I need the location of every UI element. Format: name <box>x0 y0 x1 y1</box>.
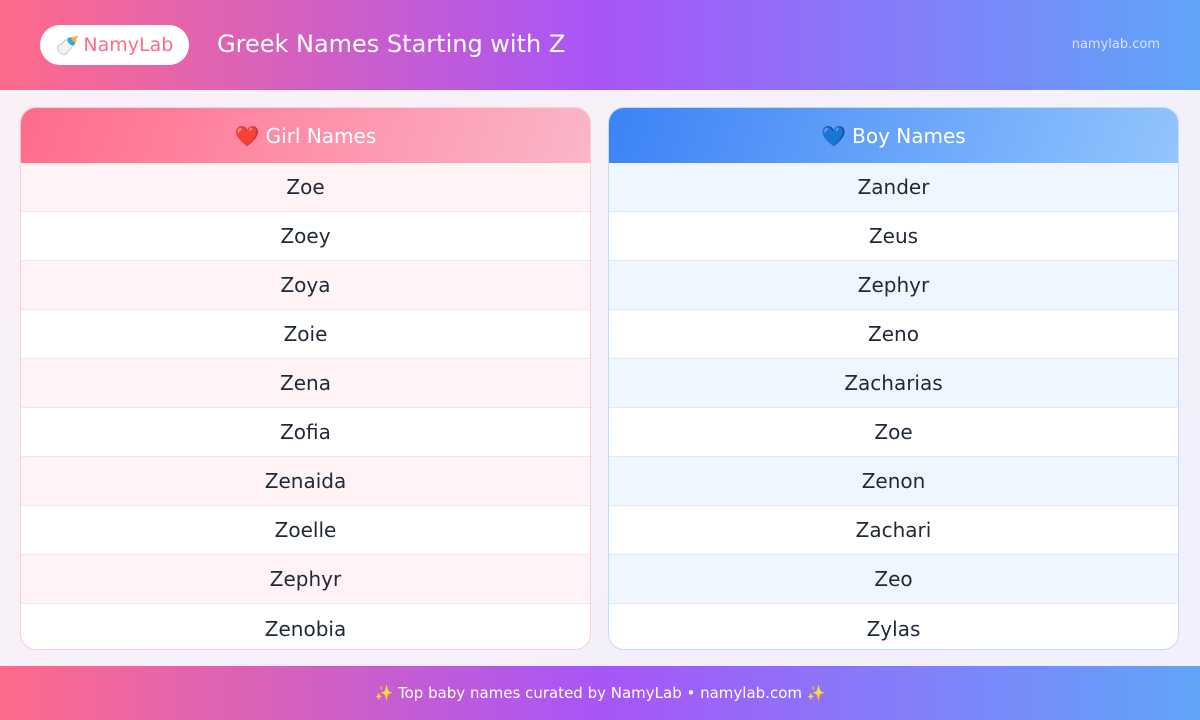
girl-names-header: ❤️ Girl Names <box>21 108 590 163</box>
boy-names-header: 💙 Boy Names <box>609 108 1178 163</box>
name-row: Zenon <box>609 457 1178 506</box>
header: 🍼 NamyLab Greek Names Starting with Z na… <box>0 0 1200 90</box>
page-title: Greek Names Starting with Z <box>217 30 566 58</box>
name-row: Zoey <box>21 212 590 261</box>
name-row: Zoe <box>21 163 590 212</box>
blue-heart-icon: 💙 <box>821 123 847 148</box>
girl-names-title: Girl Names <box>265 123 377 148</box>
name-row: Zephyr <box>609 261 1178 310</box>
name-row: Zoya <box>21 261 590 310</box>
name-row: Zena <box>21 359 590 408</box>
name-row: Zenaida <box>21 457 590 506</box>
name-row: Zenobia <box>264 616 347 641</box>
name-row: Zylas <box>866 616 921 641</box>
name-row: Zeus <box>609 212 1178 261</box>
girl-names-card: ❤️ Girl Names Zoe Zoey Zoya Zoie Zena Zofia Ze… <box>20 107 591 650</box>
footer: ✨ Top baby names curated by NamyLab • na… <box>0 666 1200 720</box>
name-row: Zacharias <box>609 359 1178 408</box>
baby-bottle-icon: 🍼 <box>55 34 80 57</box>
site-link[interactable]: namylab.com <box>1071 37 1160 52</box>
boy-names-card: 💙 Boy Names Zander Zeus Zephyr Zeno Zacharia… <box>608 107 1179 650</box>
name-row: Zoe <box>609 408 1178 457</box>
name-row: Zachari <box>609 506 1178 555</box>
name-row: Zeo <box>609 555 1178 604</box>
logo-button[interactable]: 🍼 NamyLab <box>40 25 189 65</box>
heart-icon: ❤️ <box>234 123 260 148</box>
name-row: Zander <box>609 163 1178 212</box>
boy-names-title: Boy Names <box>852 123 966 148</box>
logo-label: NamyLab <box>83 34 174 56</box>
name-row: Zephyr <box>21 555 590 604</box>
name-row: Zeno <box>609 310 1178 359</box>
name-row: Zoie <box>21 310 590 359</box>
name-row: Zoelle <box>21 506 590 555</box>
name-row: Zofia <box>21 408 590 457</box>
